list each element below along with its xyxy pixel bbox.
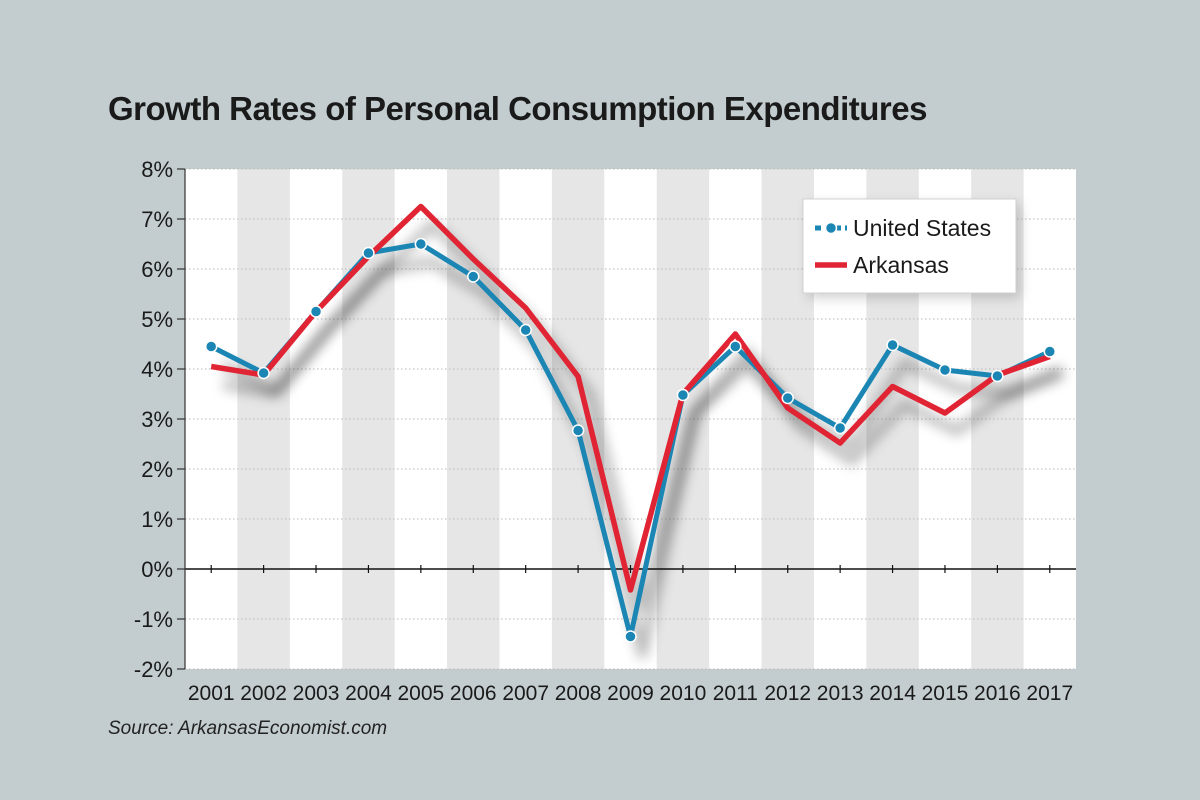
- series-shadow: [222, 220, 1064, 613]
- data-point-united-states: [362, 246, 375, 260]
- legend-marker-united-states: [824, 221, 838, 235]
- data-point-united-states: [257, 366, 270, 380]
- data-point-united-states: [781, 391, 794, 405]
- x-tick-label: 2011: [713, 682, 758, 705]
- y-tick-label: 8%: [141, 157, 173, 182]
- y-tick-label: 0%: [141, 557, 173, 582]
- line-shadow: [221, 220, 1064, 659]
- legend-box: [802, 198, 1017, 294]
- y-tick-label: 5%: [141, 307, 173, 332]
- x-axis: 2001 2002 2003 2004 2005 2006 2007 2008 2009 2010…: [188, 682, 1073, 705]
- source-note: Source: ArkansasEconomist.com: [108, 718, 388, 739]
- y-tick-label: -2%: [134, 657, 173, 682]
- x-tick-label: 2007: [502, 682, 549, 705]
- x-tick-label: 2002: [240, 682, 287, 705]
- data-point-united-states: [414, 237, 428, 251]
- data-point-united-states: [886, 338, 899, 352]
- x-tick-label: 2008: [555, 682, 602, 705]
- y-tick-label: 7%: [141, 207, 173, 232]
- data-point-united-states: [519, 323, 532, 337]
- x-tick-label: 2014: [869, 682, 916, 705]
- series-lines: [204, 203, 1057, 643]
- chart-title: Growth Rates of Personal Consumption Exp…: [108, 90, 927, 127]
- data-point-united-states: [938, 363, 952, 377]
- legend: United States Arkansas: [802, 198, 1020, 298]
- x-tick-label: 2006: [450, 682, 497, 705]
- x-tick-label: 2013: [817, 682, 864, 705]
- data-point-united-states: [729, 340, 742, 353]
- y-tick-label: 4%: [141, 357, 173, 382]
- data-point-united-states: [676, 388, 690, 402]
- data-point-united-states: [571, 424, 585, 437]
- data-point-united-states: [833, 421, 847, 435]
- y-tick-label: 6%: [141, 257, 173, 282]
- legend-label-arkansas: Arkansas: [853, 252, 949, 278]
- x-tick-label: 2004: [345, 682, 392, 705]
- x-tick-label: 2001: [188, 682, 235, 705]
- x-tick-label: 2009: [607, 682, 654, 705]
- x-tick-label: 2005: [397, 682, 444, 705]
- x-tick-label: 2012: [764, 682, 811, 705]
- data-point-united-states: [991, 369, 1004, 383]
- data-point-united-states: [1043, 345, 1057, 358]
- x-tick-label: 2010: [660, 682, 707, 705]
- data-point-united-states: [309, 305, 323, 318]
- data-point-united-states: [467, 270, 480, 283]
- x-tick-label: 2015: [922, 682, 969, 705]
- data-point-united-states: [624, 630, 637, 643]
- y-axis: 8% 7% 6% 5% 4% 3% 2% 1% 0% -1% -2%: [134, 157, 186, 682]
- y-tick-label: -1%: [134, 607, 173, 632]
- y-tick-label: 3%: [141, 407, 173, 432]
- y-tick-label: 1%: [141, 507, 173, 532]
- legend-label-united-states: United States: [853, 215, 991, 241]
- x-tick-label: 2017: [1026, 682, 1073, 705]
- x-tick-label: 2016: [974, 682, 1021, 705]
- series-line-arkansas: [210, 203, 1051, 593]
- x-tick-label: 2003: [293, 682, 340, 705]
- data-point-united-states: [204, 340, 218, 353]
- y-tick-label: 2%: [141, 457, 173, 482]
